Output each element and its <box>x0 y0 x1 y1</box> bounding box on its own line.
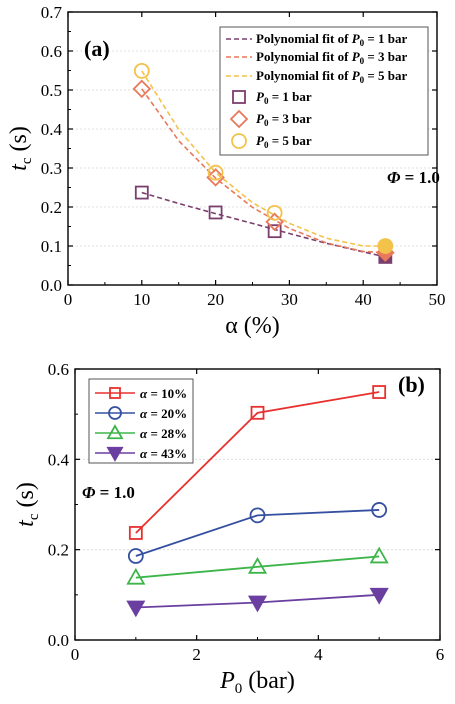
legend-fit-label: Polynomial fit of P0 = 1 bar <box>256 31 408 48</box>
legend-frame <box>219 26 429 156</box>
legend-series-label: P0 = 1 bar <box>256 89 312 106</box>
data-point-series-4 <box>247 595 268 613</box>
x-axis-label: α (%) <box>225 313 280 339</box>
legend-series-label: α = 20% <box>140 406 187 421</box>
legend-marker <box>232 90 246 104</box>
x-tick-label: 0 <box>71 645 80 664</box>
annotation: Φ = 1.0 <box>82 483 135 502</box>
legend: α = 10% α = 20% α = 28% α = 43% <box>88 378 194 464</box>
data-point-series-2 <box>127 548 144 564</box>
data-point-series-3 <box>247 557 268 574</box>
panel-label: (b) <box>398 372 425 397</box>
fit-line-3 <box>141 70 386 247</box>
data-point-series-3 <box>377 238 394 254</box>
data-point-series-1 <box>250 405 265 420</box>
legend-marker <box>108 406 122 420</box>
y-tick-label: 0.2 <box>48 541 69 560</box>
legend-fit-label: Polynomial fit of P0 = 3 bar <box>256 49 408 66</box>
y-tick-label: 0.0 <box>41 276 62 295</box>
legend-fit-label: Polynomial fit of P0 = 5 bar <box>256 68 408 85</box>
panel-label: (a) <box>84 36 110 61</box>
panel-a: 0 10 20 30 40 50 0.0 0.1 0.2 0.3 0.4 0.5 0.6 0.7 tc (s… <box>6 3 446 339</box>
x-tick-label: 30 <box>281 290 298 309</box>
data-point-series-1 <box>372 385 387 399</box>
y-tick-label: 0.2 <box>41 198 62 217</box>
data-point-series-4 <box>126 600 146 618</box>
x-tick-label: 4 <box>314 645 323 664</box>
y-tick-label: 0.5 <box>41 81 62 100</box>
y-tick-label: 0.3 <box>41 159 62 178</box>
data-point-series-3 <box>369 546 389 564</box>
data-point-series-4 <box>369 587 389 605</box>
x-tick-label: 10 <box>133 290 150 309</box>
legend-series-label: P0 = 5 bar <box>256 133 312 150</box>
legend-marker <box>229 109 249 129</box>
legend-series-label: α = 43% <box>140 446 187 461</box>
data-point-series-1 <box>134 185 149 200</box>
x-tick-label: 0 <box>64 290 73 309</box>
x-tick-label: 40 <box>355 290 372 309</box>
y-tick-label: 0.4 <box>41 120 63 139</box>
data-point-series-2 <box>132 79 152 99</box>
panel-b: 0 2 4 6 0.0 0.2 0.4 0.6 tc (s) P0 (bar) (b) Φ = 1.0… <box>13 360 444 697</box>
legend-marker <box>231 133 247 149</box>
data-point-series-3 <box>126 567 146 585</box>
data-point-series-1 <box>208 205 223 220</box>
data-point-series-1 <box>128 526 143 540</box>
legend-series-label: P0 = 3 bar <box>256 111 312 128</box>
annotation: Φ = 1.0 <box>387 168 440 187</box>
legend-series-label: α = 28% <box>140 426 187 441</box>
x-tick-label: 2 <box>192 645 201 664</box>
fit-line-1 <box>141 191 386 258</box>
data-point-series-1 <box>267 224 282 239</box>
x-axis-label: P0 (bar) <box>219 668 295 697</box>
legend-series-label: α = 10% <box>140 386 187 401</box>
data-point-series-2 <box>371 502 388 518</box>
data-point-series-3 <box>133 62 150 79</box>
data-point-series-2 <box>206 168 225 187</box>
data-point-series-2 <box>249 507 266 524</box>
legend-marker <box>109 387 121 399</box>
series-line-3 <box>135 555 380 579</box>
legend-marker <box>106 424 124 440</box>
y-tick-label: 0.4 <box>48 450 70 469</box>
data-point-series-2 <box>265 212 284 232</box>
data-point-series-3 <box>266 204 283 221</box>
y-tick-label: 0.6 <box>41 42 62 61</box>
y-tick-label: 0.7 <box>41 3 63 22</box>
y-tick-label: 0.0 <box>48 631 69 650</box>
series-line-1 <box>135 391 380 534</box>
x-tick-label: 6 <box>436 645 445 664</box>
data-point-series-3 <box>207 164 224 181</box>
x-tick-label: 50 <box>429 290 446 309</box>
legend-marker <box>106 446 124 462</box>
y-tick-label: 0.1 <box>41 237 62 256</box>
series-line-2 <box>135 509 380 557</box>
x-tick-label: 20 <box>207 290 224 309</box>
y-tick-label: 0.6 <box>48 360 69 379</box>
y-axis-label: tc (s) <box>13 482 42 527</box>
y-axis-label: tc (s) <box>6 126 35 171</box>
